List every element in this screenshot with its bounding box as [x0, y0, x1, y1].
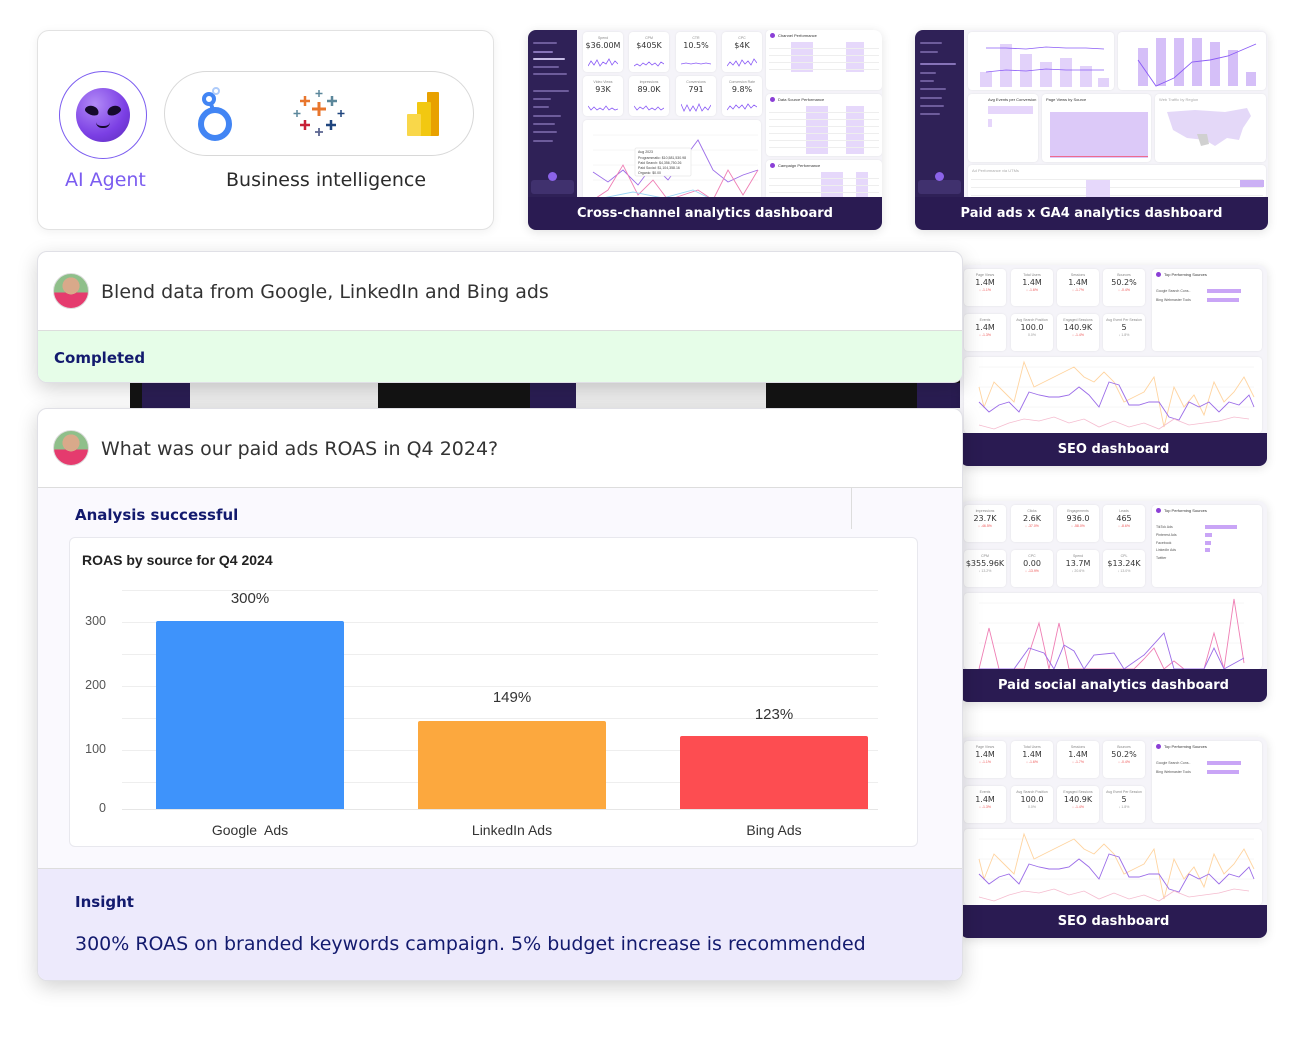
need-help-button[interactable]	[531, 172, 574, 194]
chart-title: ROAS by source for Q4 2024	[82, 552, 273, 568]
dashboard-thumb-cross-channel[interactable]: Spend $36.00M CPM $405K CTR 10.5% CPC $4K Vi…	[528, 30, 882, 230]
y-tick: 200	[85, 678, 106, 692]
bi-tools-pill	[164, 71, 474, 156]
dashboard-caption: SEO dashboard	[960, 905, 1267, 938]
status-band: Completed	[38, 330, 962, 382]
svg-text:Programmatic: $10,581,530.98: Programmatic: $10,581,530.98	[638, 156, 686, 160]
svg-text:Paid Search: $4,356,750.26: Paid Search: $4,356,750.26	[638, 161, 681, 165]
dashboard-sidebar	[528, 30, 577, 197]
connectors-card: AI Agent	[37, 30, 494, 230]
x-axis-label: Google Ads	[211, 822, 289, 838]
bar-value-label: 123%	[754, 706, 794, 723]
chat-card-blend: Blend data from Google, LinkedIn and Bin…	[37, 251, 963, 383]
y-tick: 100	[85, 742, 106, 756]
dashboard-sidebar	[915, 30, 964, 197]
bi-label: Business intelligence	[226, 169, 427, 191]
bar-bing-ads[interactable]	[680, 736, 868, 809]
dashboard-caption: SEO dashboard	[960, 433, 1267, 466]
user-avatar	[53, 273, 89, 309]
user-prompt: What was our paid ads ROAS in Q4 2024?	[101, 438, 499, 460]
insight-text: 300% ROAS on branded keywords campaign. …	[75, 933, 866, 955]
status-text: Completed	[54, 349, 146, 367]
status-text: Analysis successful	[75, 506, 239, 524]
power-bi-icon[interactable]	[405, 92, 441, 138]
alien-agent-icon	[76, 88, 130, 142]
dashboard-thumb-seo[interactable]: Page Views 1.4M ↓ -1.1% Total Users 1.4M ↓ -…	[960, 265, 1267, 466]
chat-card-roas: What was our paid ads ROAS in Q4 2024? A…	[37, 408, 963, 981]
dashboard-caption: Paid social analytics dashboard	[960, 669, 1267, 702]
line-chart-panel: Aug 2023 Programmatic: $10,581,530.98 Pa…	[583, 120, 761, 200]
dashboard-caption: Paid ads x GA4 analytics dashboard	[915, 197, 1268, 230]
dashboard-caption: Cross-channel analytics dashboard	[528, 197, 882, 230]
bar-value-label: 149%	[492, 689, 532, 706]
bar-value-label: 300%	[230, 590, 270, 607]
insight-title: Insight	[75, 893, 134, 911]
x-axis-label: Bing Ads	[746, 822, 802, 838]
insight-panel: Insight 300% ROAS on branded keywords ca…	[38, 868, 962, 980]
bar-linkedin-ads[interactable]	[418, 721, 606, 809]
user-prompt: Blend data from Google, LinkedIn and Bin…	[101, 281, 549, 303]
user-avatar	[53, 430, 89, 466]
y-tick: 0	[99, 801, 106, 815]
need-help-button[interactable]	[918, 172, 961, 194]
dashboard-thumb-seo-2[interactable]: Page Views 1.4M ↓ -1.1% Total Users 1.4M ↓ -…	[960, 737, 1267, 938]
dashboard-thumb-paid-ads-ga4[interactable]: Avg Events per Conversion Page Views by …	[915, 30, 1268, 230]
ai-agent-label: AI Agent	[65, 169, 146, 191]
y-tick: 300	[85, 614, 106, 628]
ai-agent-button[interactable]	[59, 71, 147, 159]
svg-text:Paid Social: $1,104,358.16: Paid Social: $1,104,358.16	[638, 166, 680, 170]
svg-text:Aug 2023: Aug 2023	[638, 150, 653, 154]
dashboard-thumb-paid-social[interactable]: Impressions 23.7K ↓ -46.5% Clicks 2.6K ↓ -37…	[960, 501, 1267, 702]
analysis-band: Analysis successful ROAS by source for Q…	[38, 487, 962, 868]
bar-google-ads[interactable]	[156, 621, 344, 809]
looker-studio-icon[interactable]	[195, 86, 235, 144]
roas-chart: ROAS by source for Q4 2024 300 200 100 0…	[69, 537, 918, 847]
svg-text:Organic: $0.00: Organic: $0.00	[638, 171, 661, 175]
tableau-icon[interactable]	[292, 88, 346, 142]
x-axis-label: LinkedIn Ads	[471, 822, 553, 838]
